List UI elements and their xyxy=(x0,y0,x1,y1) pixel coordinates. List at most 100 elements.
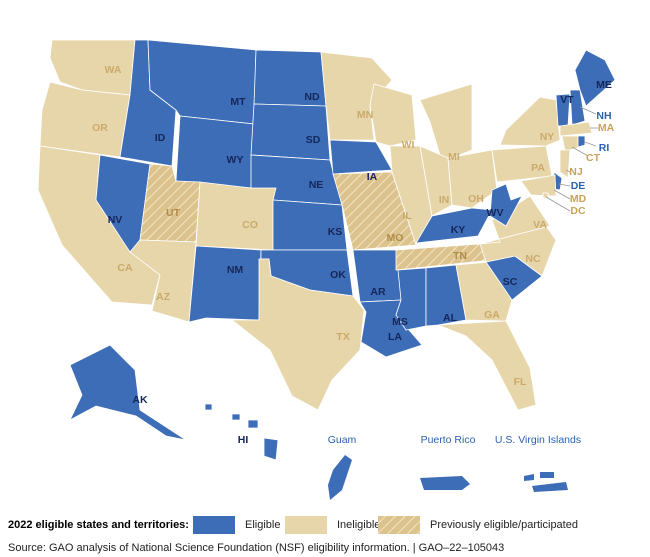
state-label: WV xyxy=(487,207,504,219)
legend-swatch xyxy=(193,516,235,534)
state-label: OH xyxy=(468,193,484,205)
state-label: NM xyxy=(227,264,244,276)
state-label: VT xyxy=(560,94,574,106)
state-label: RI xyxy=(599,142,610,154)
state-shape xyxy=(231,413,241,421)
state-shape xyxy=(263,437,279,461)
state-shape xyxy=(479,195,551,245)
state-shape xyxy=(250,103,331,161)
legend-label: Previously eligible/participated xyxy=(430,519,578,531)
state-shape xyxy=(520,174,557,197)
state-label: GA xyxy=(484,309,500,321)
legend-title: 2022 eligible states and territories: xyxy=(8,519,189,531)
state-label: CO xyxy=(242,219,258,231)
source-note: Source: GAO analysis of National Science… xyxy=(8,542,504,554)
state-label: AL xyxy=(443,312,458,324)
state-shape xyxy=(437,320,537,411)
state-label: IA xyxy=(367,171,378,183)
state-shape xyxy=(561,135,579,152)
state-label: CT xyxy=(586,152,601,164)
state-shape xyxy=(574,49,616,107)
state-label: SD xyxy=(306,134,321,146)
state-label: MN xyxy=(357,109,373,121)
territory-shape xyxy=(420,476,470,490)
state-shape xyxy=(415,207,493,244)
state-label: NJ xyxy=(569,166,583,178)
territory-shape xyxy=(540,472,554,478)
state-label: DC xyxy=(570,205,586,217)
state-label: OK xyxy=(330,269,346,281)
state-label: MI xyxy=(448,151,460,163)
state-label: ND xyxy=(304,91,320,103)
state-shape xyxy=(188,245,262,323)
territory-label: Guam xyxy=(328,434,357,446)
state-label: TX xyxy=(336,331,349,343)
state-label: ME xyxy=(596,79,612,91)
state-shape xyxy=(247,419,259,429)
legend-swatch xyxy=(378,516,420,534)
territory-shape xyxy=(532,482,568,492)
state-label: NH xyxy=(596,110,611,122)
state-shape xyxy=(425,264,467,327)
leader-lines xyxy=(545,106,598,212)
state-label: KS xyxy=(328,226,343,238)
state-shape xyxy=(577,135,586,148)
state-label: FL xyxy=(514,376,527,388)
state-label: KY xyxy=(451,224,466,236)
state-shape xyxy=(569,89,586,126)
state-label: AR xyxy=(370,286,386,298)
state-label: MS xyxy=(392,316,408,328)
state-label: ID xyxy=(155,132,166,144)
state-shape xyxy=(447,149,498,209)
state-shape xyxy=(320,51,393,141)
legend-label: Eligible xyxy=(245,519,280,531)
territory-label: U.S. Virgin Islands xyxy=(495,434,581,446)
state-label: NC xyxy=(525,253,541,265)
legend-label: Ineligible xyxy=(337,519,380,531)
state-label: NV xyxy=(108,214,123,226)
state-shape xyxy=(369,83,417,147)
state-label: WA xyxy=(105,64,122,76)
state-label: MT xyxy=(230,96,246,108)
state-label: MD xyxy=(570,193,587,205)
state-label: OR xyxy=(92,122,108,134)
state-label: HI xyxy=(238,434,249,446)
state-shape xyxy=(332,171,417,251)
state-label: NE xyxy=(309,179,324,191)
state-shape xyxy=(489,183,523,227)
state-label: NY xyxy=(540,131,555,143)
state-label: AZ xyxy=(156,291,171,303)
state-label: MA xyxy=(598,122,615,134)
territory-label: Puerto Rico xyxy=(421,434,476,446)
state-shape xyxy=(559,121,593,137)
territory-shape xyxy=(328,455,352,500)
states-layer xyxy=(37,39,616,500)
state-shape xyxy=(329,139,393,175)
state-shape xyxy=(175,115,255,189)
state-shape xyxy=(195,181,277,251)
state-shape xyxy=(69,344,187,441)
state-label: CA xyxy=(117,262,133,274)
territory-shape xyxy=(524,474,534,481)
state-label: SC xyxy=(503,276,518,288)
state-label: WY xyxy=(227,154,244,166)
state-label: IN xyxy=(439,194,450,206)
state-label: TN xyxy=(453,250,467,262)
state-label: LA xyxy=(388,331,402,343)
state-label: PA xyxy=(531,162,545,174)
legend-swatch xyxy=(285,516,327,534)
state-label: DE xyxy=(571,180,586,192)
state-label: UT xyxy=(166,207,181,219)
state-label: VA xyxy=(533,219,547,231)
state-shape xyxy=(230,258,365,411)
state-label: MO xyxy=(387,232,404,244)
state-label: WI xyxy=(402,139,415,151)
state-shape xyxy=(204,403,213,411)
state-label: IL xyxy=(402,210,412,222)
state-label: AK xyxy=(132,394,148,406)
state-shape xyxy=(542,192,549,199)
state-shape xyxy=(129,239,197,323)
labels-layer: WA OR CA NV ID MT WY UT CO AZ NM ND SD NE KS OK TX MN IA MO… xyxy=(92,64,614,446)
state-shape xyxy=(39,81,131,158)
